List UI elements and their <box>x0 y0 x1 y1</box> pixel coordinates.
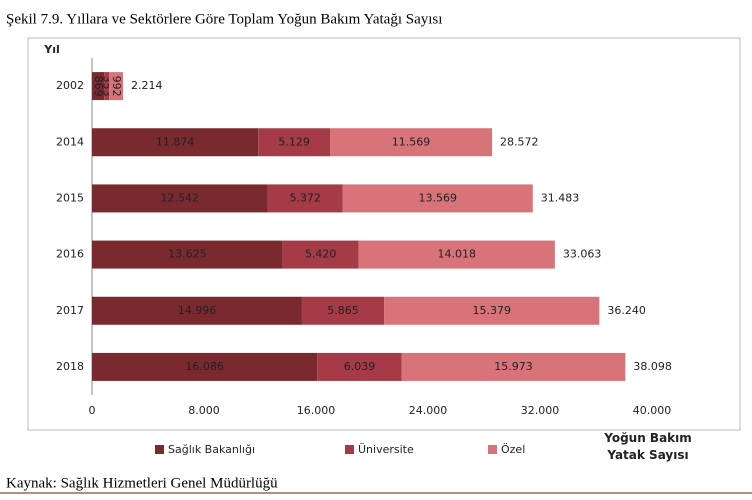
bar-segment <box>301 296 385 325</box>
bar-segment <box>342 184 533 213</box>
y-tick-label: 2018 <box>56 360 84 373</box>
bar-segment <box>109 72 123 101</box>
bar-segment <box>92 296 302 325</box>
x-tick-label: 24.000 <box>409 404 448 417</box>
x-tick-label: 0 <box>89 404 96 417</box>
bar-value-label: 13.625 <box>168 248 207 261</box>
y-tick-label: 2017 <box>56 304 84 317</box>
bar-segment <box>282 240 359 269</box>
bar-segment <box>92 352 318 381</box>
x-tick-label: 40.000 <box>633 404 672 417</box>
x-tick-label: 16.000 <box>297 404 336 417</box>
total-label: 33.063 <box>563 248 602 261</box>
y-tick-label: 2002 <box>56 79 84 92</box>
bar-value-label: 992 <box>110 76 123 97</box>
bar-value-label: 5.420 <box>305 248 337 261</box>
bar-segment <box>267 184 343 213</box>
x-tick-label: 8.000 <box>188 404 220 417</box>
y-tick-label: 2014 <box>56 135 84 148</box>
bar-segment <box>401 352 626 381</box>
bar-value-label: 12.542 <box>161 191 200 204</box>
total-label: 31.483 <box>541 191 580 204</box>
y-axis-label: Yıl <box>43 43 60 56</box>
bar-value-label: 5.372 <box>289 191 321 204</box>
bar-segment <box>104 72 110 101</box>
source: Kaynak: Sağlık Hizmetleri Genel Müdürlüğ… <box>6 475 278 491</box>
bar-value-label: 5.865 <box>327 304 359 317</box>
bar-value-label: 11.569 <box>392 135 431 148</box>
total-label: 28.572 <box>500 135 539 148</box>
bar-value-label: 869 <box>92 76 105 97</box>
legend-label: Üniversite <box>358 443 414 456</box>
bar-segment <box>384 296 600 325</box>
chart-frame <box>27 37 741 431</box>
bar-value-label: 5.129 <box>278 135 310 148</box>
bar-value-label: 6.039 <box>344 360 376 373</box>
total-label: 2.214 <box>131 79 163 92</box>
bar-segment <box>92 128 259 157</box>
legend-label: Sağlık Bakanlığı <box>168 443 255 456</box>
bar-segment <box>92 184 268 213</box>
total-label: 38.098 <box>633 360 672 373</box>
bar-segment <box>317 352 402 381</box>
bar-value-label: 14.018 <box>438 248 477 261</box>
x-tick-label: 32.000 <box>521 404 560 417</box>
bar-value-label: 15.379 <box>472 304 511 317</box>
chart-title: Şekil 7.9. Yıllara ve Sektörlere Göre To… <box>6 11 442 27</box>
legend-swatch <box>345 445 354 454</box>
legend-label: Özel <box>501 443 525 456</box>
bar-value-label: 14.996 <box>178 304 217 317</box>
legend-swatch <box>155 445 164 454</box>
y-tick-label: 2015 <box>56 191 84 204</box>
bar-segment <box>258 128 331 157</box>
total-label: 36.240 <box>607 304 646 317</box>
bar-segment <box>92 72 105 101</box>
bar-value-label: 11.874 <box>156 135 195 148</box>
bar-value-label: 15.973 <box>494 360 533 373</box>
x-axis-label: Yoğun Bakım Yatak Sayısı <box>604 431 692 462</box>
y-tick-label: 2016 <box>56 248 84 261</box>
bar-value-label: 13.569 <box>419 191 458 204</box>
bar-segment <box>330 128 493 157</box>
bar-segment <box>358 240 555 269</box>
bar-value-label: 16.086 <box>185 360 224 373</box>
legend-swatch <box>488 445 497 454</box>
bar-segment <box>92 240 283 269</box>
